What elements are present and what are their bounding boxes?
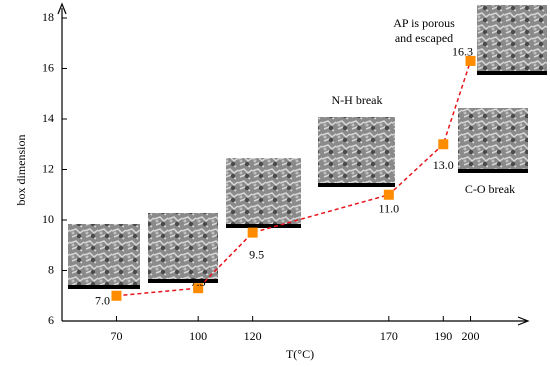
y-tick-label: 16: [42, 60, 54, 74]
y-tick-label: 12: [42, 161, 54, 175]
sem-images: [68, 5, 547, 289]
y-tick-label: 8: [48, 262, 54, 276]
marker: [193, 283, 204, 294]
annotation: N-H break: [332, 93, 383, 107]
y-tick-label: 6: [48, 313, 54, 327]
annotation: AP is porous: [393, 16, 455, 30]
x-tick-label: 70: [110, 329, 122, 343]
x-tick-label: 100: [189, 329, 207, 343]
x-axis-label: T(°C): [286, 347, 314, 361]
value-label: 13.0: [433, 158, 454, 172]
value-label: 11.0: [379, 202, 400, 216]
value-label: 7.0: [95, 294, 110, 308]
value-label: 16.3: [452, 45, 473, 59]
y-axis-label: box dimension: [14, 135, 28, 206]
axes: [57, 2, 530, 326]
marker: [383, 189, 394, 200]
x-tick-label: 190: [434, 329, 452, 343]
value-label: 9.5: [249, 247, 264, 261]
marker: [111, 290, 122, 301]
x-tick-label: 200: [462, 329, 480, 343]
x-tick-label: 170: [380, 329, 398, 343]
marker: [247, 227, 258, 238]
y-tick-label: 18: [42, 10, 54, 24]
marker: [465, 55, 476, 66]
annotation: and escaped: [395, 31, 453, 45]
x-tick-label: 120: [244, 329, 262, 343]
y-tick-label: 14: [42, 111, 54, 125]
marker: [438, 139, 449, 150]
y-tick-label: 10: [42, 212, 54, 226]
value-label: 7.3: [191, 275, 206, 289]
annotation: C-O break: [465, 182, 515, 196]
